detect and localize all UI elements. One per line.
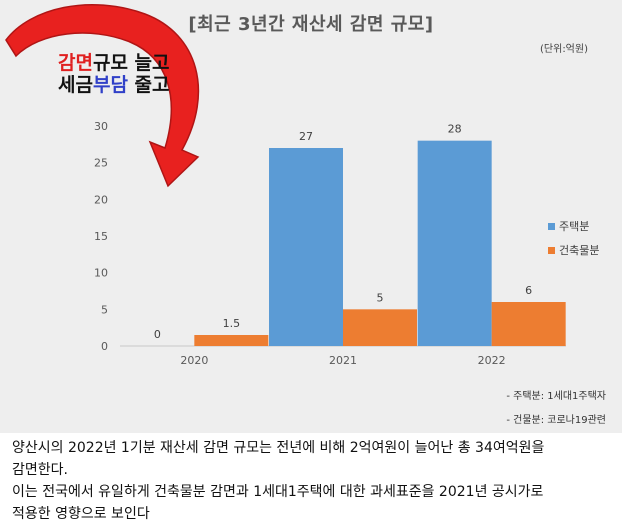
caption-line-3: 이는 전국에서 유일하게 건축물분 감면과 1세대1주택에 대한 과세표준을 2… — [12, 484, 544, 500]
data-label: 27 — [299, 130, 313, 143]
data-label: 5 — [377, 291, 384, 304]
chart-title: [최근 3년간 재산세 감면 규모] — [188, 14, 434, 35]
callout-line-1: 감면규모 늘고 — [58, 52, 170, 74]
bar-building — [491, 302, 566, 346]
note-housing: - 주택분: 1세대1주택자 — [506, 391, 606, 402]
callout-line-2: 세금부담 줄고 — [58, 74, 170, 96]
y-tick-label: 5 — [101, 303, 108, 316]
caption-line-4: 적용한 영향으로 보인다 — [12, 506, 150, 522]
bar-building — [194, 335, 269, 346]
data-label: 1.5 — [223, 317, 241, 330]
callout-highlight-blue: 부담 — [92, 74, 128, 96]
bar-building — [343, 309, 417, 346]
red-curved-arrow — [5, 3, 200, 188]
legend-swatch — [548, 247, 555, 254]
x-tick-label: 2021 — [329, 354, 357, 367]
y-tick-label: 10 — [94, 267, 108, 280]
legend-label: 건축물분 — [559, 244, 599, 257]
y-tick-label: 15 — [94, 230, 108, 243]
y-tick-label: 20 — [94, 193, 108, 206]
chart-notes: - 주택분: 1세대1주택자 - 건물분: 코로나19관련 — [506, 385, 606, 433]
data-label: 28 — [448, 123, 462, 136]
caption-line-1: 양산시의 2022년 1기분 재산세 감면 규모는 전년에 비해 2억여원이 늘… — [12, 440, 545, 456]
data-label: 0 — [154, 328, 161, 341]
callout-highlight-red: 감면 — [58, 52, 93, 74]
note-building: - 건물분: 코로나19관련 — [506, 415, 606, 426]
y-tick-label: 30 — [94, 120, 108, 133]
callout-line-2-start: 세금 — [58, 74, 93, 96]
article-caption: 양산시의 2022년 1기분 재산세 감면 규모는 전년에 비해 2억여원이 늘… — [12, 437, 616, 525]
y-tick-label: 0 — [101, 340, 108, 353]
data-label: 6 — [525, 284, 532, 297]
callout-text: 감면규모 늘고 세금부담 줄고 — [58, 52, 170, 96]
bar-housing — [269, 148, 343, 346]
caption-line-2: 감면한다. — [12, 462, 68, 478]
unit-label: (단위:억원) — [540, 44, 588, 55]
y-tick-label: 25 — [94, 157, 108, 170]
bar-housing — [417, 140, 492, 346]
legend-swatch — [548, 223, 555, 230]
x-tick-label: 2020 — [180, 354, 208, 367]
callout-line-2-end: 줄고 — [127, 74, 170, 96]
x-tick-label: 2022 — [478, 354, 506, 367]
callout-line-1-rest: 규모 늘고 — [92, 52, 170, 74]
bar-chart: 0 5 10 15 20 25 30 0 1.5 2020 27 5 2021 28 6 2022 주택분건축물… — [94, 120, 599, 367]
legend-label: 주택분 — [559, 220, 589, 233]
red-curved-arrow-shape — [5, 3, 200, 188]
chart-panel: [최근 3년간 재산세 감면 규모] (단위:억원) 감면규모 늘고 세금부담 … — [0, 0, 622, 433]
